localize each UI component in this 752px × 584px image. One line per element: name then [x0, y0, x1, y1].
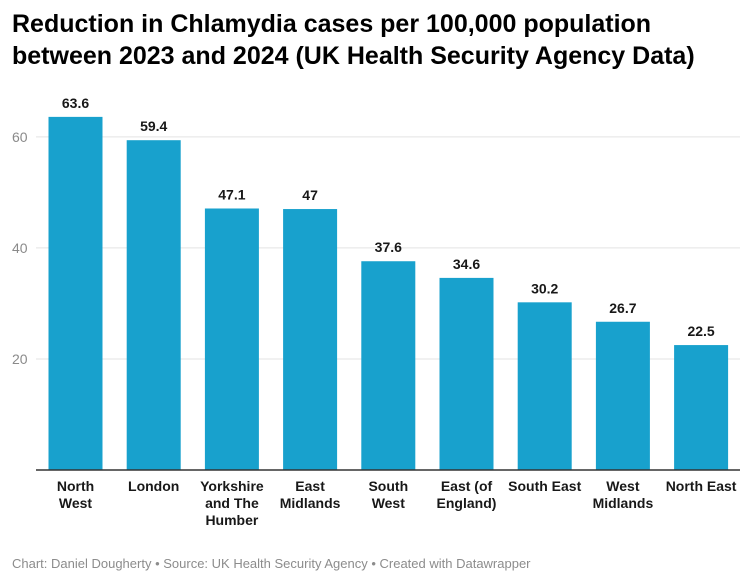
y-axis-ticks: 20 40 60 [12, 129, 28, 367]
category-label: Midlands [593, 495, 654, 511]
category-label: South [368, 478, 408, 494]
category-label: England) [437, 495, 497, 511]
category-label: and The [205, 495, 259, 511]
y-tick-label: 60 [12, 129, 28, 145]
value-label: 22.5 [687, 323, 714, 339]
value-label: 26.7 [609, 300, 636, 316]
bar [439, 277, 494, 470]
chart-title: Reduction in Chlamydia cases per 100,000… [12, 10, 695, 70]
category-label: South East [508, 478, 581, 494]
category-label: North [57, 478, 94, 494]
value-labels: 63.6 59.4 47.1 47 37.6 34.6 30.2 26.7 22.5 [62, 95, 715, 339]
bar [361, 261, 416, 470]
value-label: 30.2 [531, 280, 558, 296]
bar [595, 321, 650, 470]
y-tick-label: 40 [12, 240, 28, 256]
category-label: North East [666, 478, 737, 494]
value-label: 47.1 [218, 186, 245, 202]
category-label: Humber [205, 512, 258, 528]
bar [126, 140, 181, 470]
bars [48, 116, 729, 470]
category-label: West [606, 478, 640, 494]
category-label: London [128, 478, 179, 494]
category-label: West [59, 495, 93, 511]
value-label: 59.4 [140, 118, 167, 134]
value-label: 47 [302, 187, 318, 203]
value-label: 63.6 [62, 95, 89, 111]
y-tick-label: 20 [12, 351, 28, 367]
category-label: Midlands [280, 495, 341, 511]
value-label: 37.6 [375, 239, 402, 255]
bar [517, 302, 572, 470]
bar [48, 116, 103, 470]
category-label: West [372, 495, 406, 511]
bar [204, 208, 259, 470]
chart-footer: Chart: Daniel Dougherty • Source: UK Hea… [12, 556, 531, 571]
bar [283, 209, 338, 470]
category-label: Yorkshire [200, 478, 264, 494]
category-label: East [295, 478, 325, 494]
category-label: East (of [441, 478, 493, 494]
value-label: 34.6 [453, 256, 480, 272]
bar [674, 345, 729, 470]
